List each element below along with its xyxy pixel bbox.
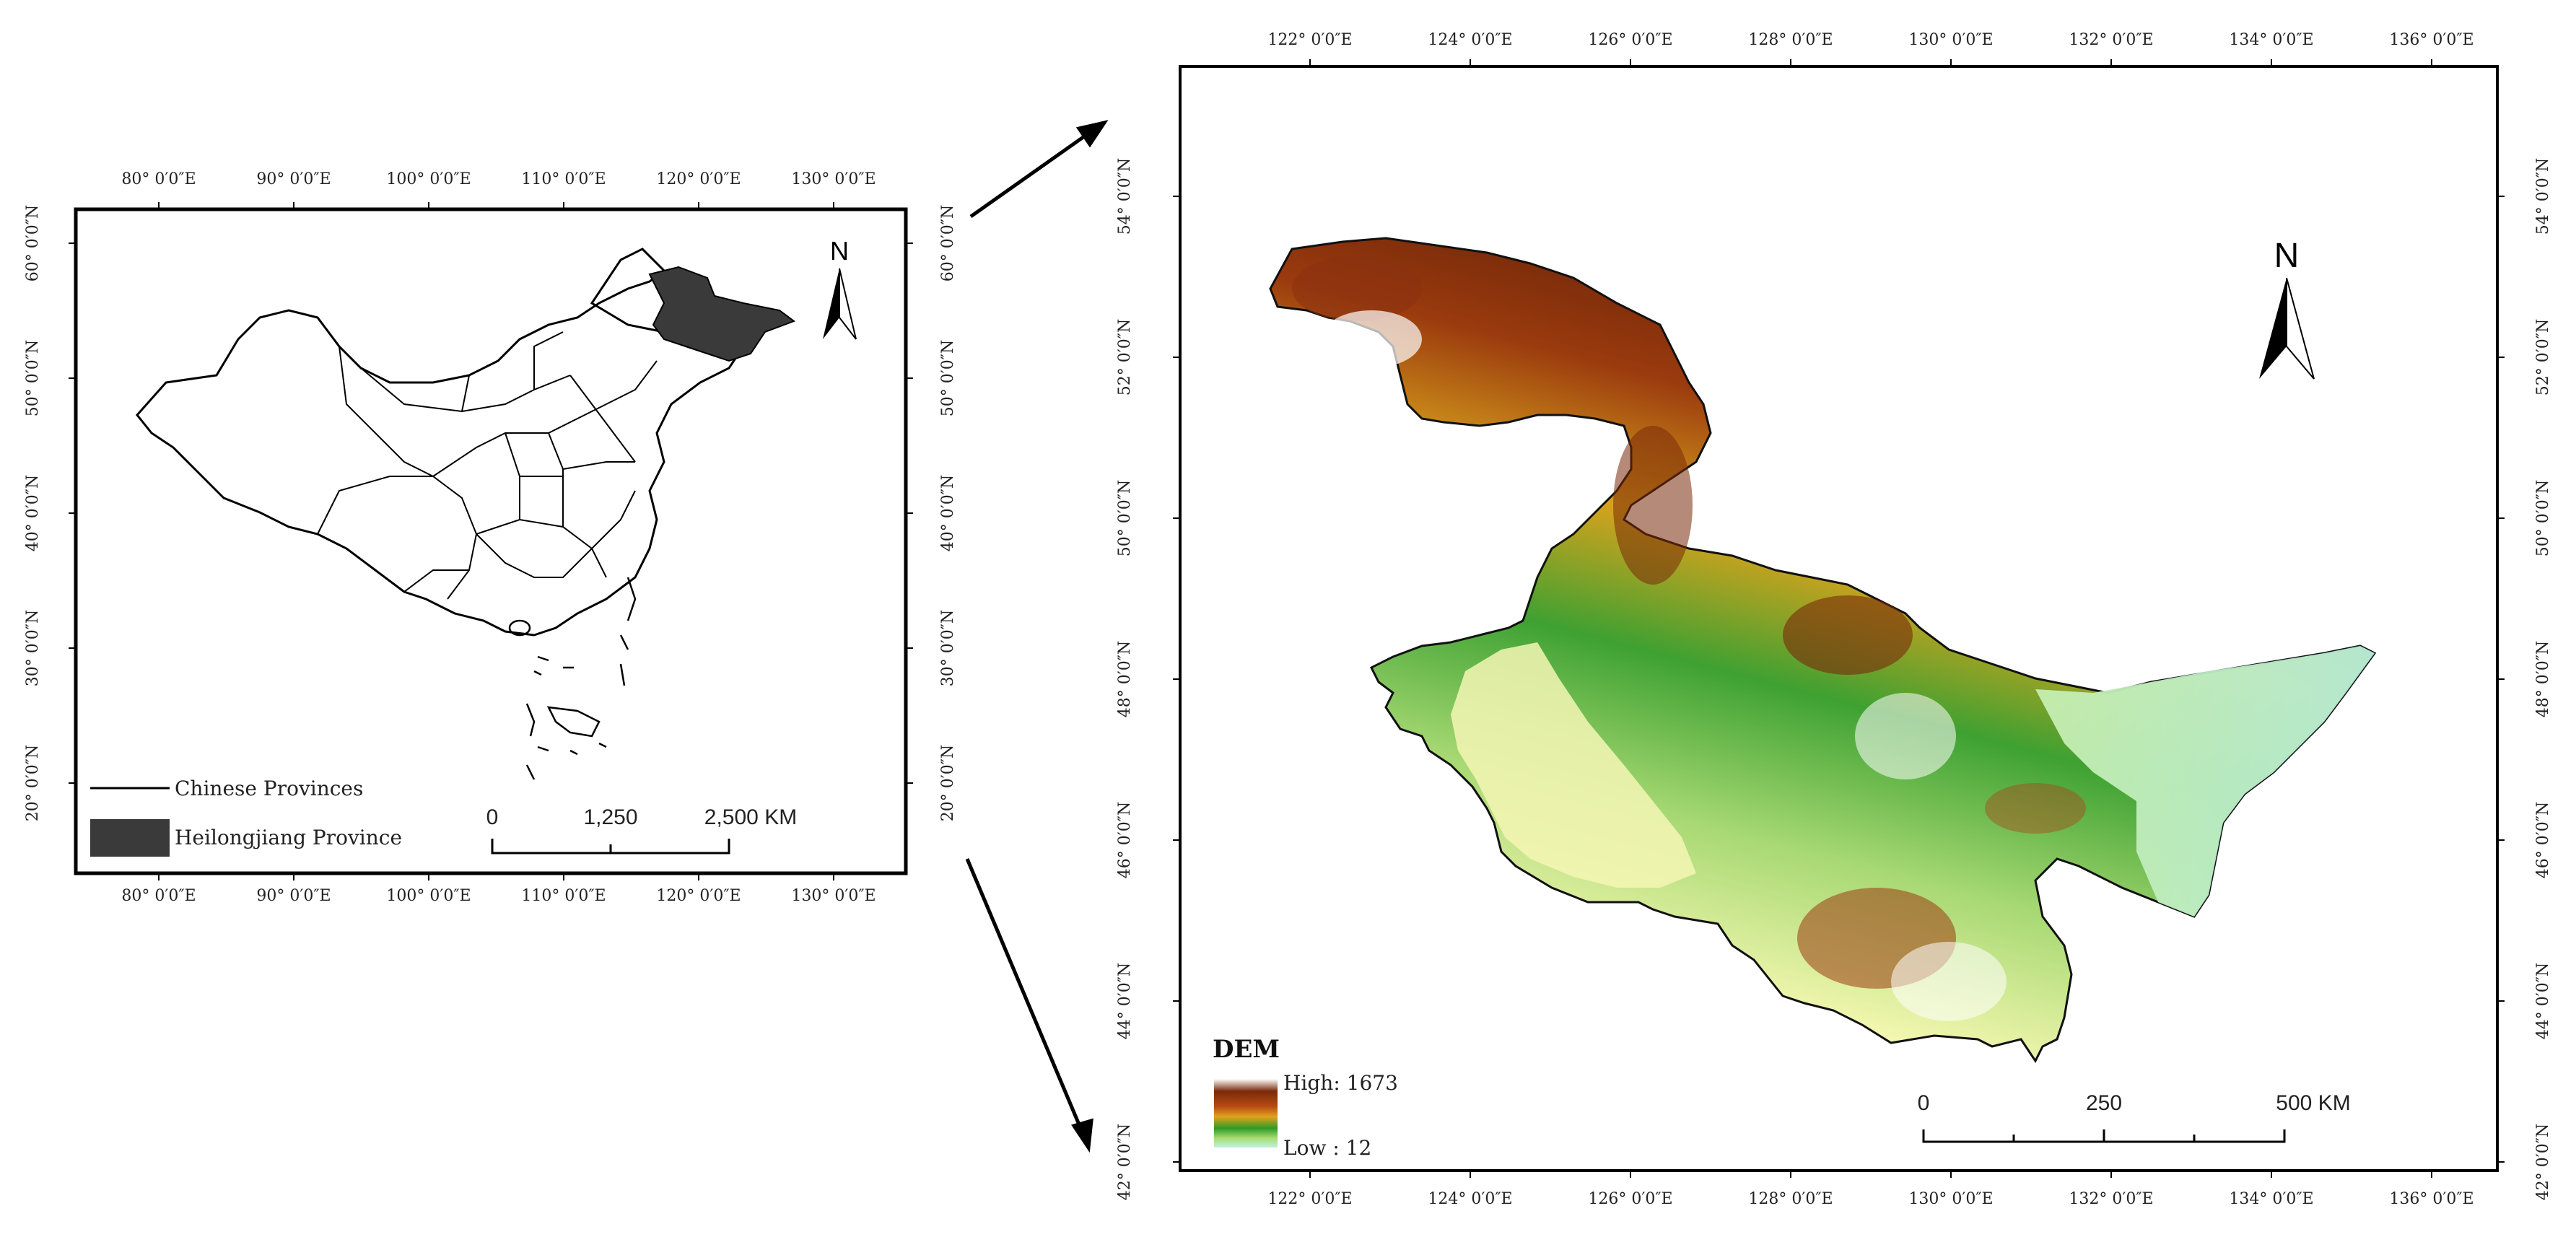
lat-tick-label: 50° 0′0″N xyxy=(24,340,42,416)
south-china-sea-islands xyxy=(508,577,637,780)
lon-tick-label: 122° 0′0″E xyxy=(1267,1190,1352,1208)
overview-scale-bar: 0 1,250 2,500 KM xyxy=(486,805,797,855)
lat-tick-label: 50° 0′0″N xyxy=(939,340,957,416)
lon-tick-label: 126° 0′0″E xyxy=(1588,31,1672,49)
overview-legend: Chinese Provinces Heilongjiang Province xyxy=(90,777,402,857)
lon-tick-label: 120° 0′0″E xyxy=(656,170,741,188)
lon-tick-label: 134° 0′0″E xyxy=(2229,1190,2313,1208)
lat-tick-label: 44° 0′0″N xyxy=(1116,963,1134,1039)
scale-label-end: 2,500 KM xyxy=(704,805,797,829)
detail-lon-labels-bottom: 122° 0′0″E 124° 0′0″E 126° 0′0″E 128° 0′0″E… xyxy=(1267,1171,2474,1208)
overview-north-arrow: N xyxy=(823,236,857,340)
lon-tick-label: 100° 0′0″E xyxy=(386,887,471,905)
lat-tick-label: 20° 0′0″N xyxy=(939,745,957,821)
legend-fill-symbol xyxy=(90,819,170,857)
mountain-relief xyxy=(1292,256,2086,1021)
lon-tick-label: 122° 0′0″E xyxy=(1267,31,1352,49)
lon-tick-label: 136° 0′0″E xyxy=(2389,1190,2474,1208)
lat-tick-label: 60° 0′0″N xyxy=(24,205,42,281)
lon-tick-label: 124° 0′0″E xyxy=(1428,1190,1512,1208)
overview-lat-labels-right: 20° 0′0″N 30° 0′0″N 40° 0′0″N 50° 0′0″N 60° … xyxy=(906,205,957,821)
scale-label-mid: 250 xyxy=(2086,1091,2122,1115)
detail-map: 122° 0′0″E 124° 0′0″E 126° 0′0″E 128° 0′0″E… xyxy=(1116,31,2552,1208)
lat-tick-label: 52° 0′0″N xyxy=(2534,319,2552,395)
dem-high-label: High: 1673 xyxy=(1283,1071,1398,1095)
lat-tick-label: 48° 0′0″N xyxy=(1116,641,1134,717)
lon-tick-label: 110° 0′0″E xyxy=(521,170,606,188)
dem-legend-title: DEM xyxy=(1213,1035,1280,1064)
detail-lat-labels-right: 42° 0′0″N 44° 0′0″N 46° 0′0″N 48° 0′0″N 50° … xyxy=(2497,158,2552,1200)
lon-tick-label: 130° 0′0″E xyxy=(1908,31,1993,49)
legend-label-provinces: Chinese Provinces xyxy=(175,777,363,800)
lat-tick-label: 42° 0′0″N xyxy=(2534,1124,2552,1200)
lat-tick-label: 46° 0′0″N xyxy=(2534,802,2552,878)
lon-tick-label: 128° 0′0″E xyxy=(1748,1190,1833,1208)
dem-color-ramp xyxy=(1214,1079,1278,1148)
lat-tick-label: 54° 0′0″N xyxy=(2534,158,2552,235)
scale-label-0: 0 xyxy=(486,805,499,829)
lon-tick-label: 128° 0′0″E xyxy=(1748,31,1833,49)
lat-tick-label: 54° 0′0″N xyxy=(1116,158,1134,235)
lon-tick-label: 126° 0′0″E xyxy=(1588,1190,1672,1208)
lon-tick-label: 100° 0′0″E xyxy=(386,170,471,188)
lon-tick-label: 130° 0′0″E xyxy=(791,887,876,905)
north-label: N xyxy=(2274,237,2300,275)
lon-tick-label: 134° 0′0″E xyxy=(2229,31,2313,49)
sanjiang-plain xyxy=(2035,646,2375,917)
detail-lon-labels-top: 122° 0′0″E 124° 0′0″E 126° 0′0″E 128° 0′0″E… xyxy=(1267,31,2474,66)
lat-tick-label: 52° 0′0″N xyxy=(1116,319,1134,395)
lat-tick-label: 50° 0′0″N xyxy=(1116,480,1134,556)
songnen-plain xyxy=(1451,642,1696,888)
lon-tick-label: 130° 0′0″E xyxy=(791,170,876,188)
connector-arrows xyxy=(965,120,1109,1153)
lat-tick-label: 30° 0′0″N xyxy=(939,610,957,686)
lat-tick-label: 50° 0′0″N xyxy=(2534,480,2552,556)
lat-tick-label: 42° 0′0″N xyxy=(1116,1124,1134,1200)
dem-low-label: Low : 12 xyxy=(1283,1136,1371,1160)
lon-tick-label: 90° 0′0″E xyxy=(256,887,331,905)
scale-label-end: 500 KM xyxy=(2276,1091,2350,1115)
province-boundaries xyxy=(317,331,658,600)
detail-lat-labels-left: 42° 0′0″N 44° 0′0″N 46° 0′0″N 48° 0′0″N 50° … xyxy=(1116,158,1180,1200)
overview-lon-labels-bottom: 80° 0′0″E 90° 0′0″E 100° 0′0″E 110° 0′0″E 12… xyxy=(121,873,876,905)
lon-tick-label: 132° 0′0″E xyxy=(2069,31,2153,49)
lon-tick-label: 130° 0′0″E xyxy=(1908,1190,1993,1208)
overview-lon-labels-top: 80° 0′0″E 90° 0′0″E 100° 0′0″E 110° 0′0″E 12… xyxy=(121,170,876,209)
lon-tick-label: 110° 0′0″E xyxy=(521,887,606,905)
heilongjiang-highlight xyxy=(648,266,796,362)
detail-north-arrow: N xyxy=(2259,237,2315,380)
north-label: N xyxy=(830,236,849,266)
lat-tick-label: 40° 0′0″N xyxy=(939,475,957,551)
overview-lat-labels-left: 20° 0′0″N 30° 0′0″N 40° 0′0″N 50° 0′0″N 60° … xyxy=(24,205,76,821)
lat-tick-label: 20° 0′0″N xyxy=(24,745,42,821)
scale-label-0: 0 xyxy=(1918,1091,1930,1115)
lat-tick-label: 30° 0′0″N xyxy=(24,610,42,686)
lat-tick-label: 44° 0′0″N xyxy=(2534,963,2552,1039)
lat-tick-label: 48° 0′0″N xyxy=(2534,641,2552,717)
lon-tick-label: 120° 0′0″E xyxy=(656,887,741,905)
lon-tick-label: 136° 0′0″E xyxy=(2389,31,2474,49)
lat-tick-label: 46° 0′0″N xyxy=(1116,802,1134,878)
lon-tick-label: 132° 0′0″E xyxy=(2069,1190,2153,1208)
lat-tick-label: 60° 0′0″N xyxy=(939,205,957,281)
overview-map: 80° 0′0″E 90° 0′0″E 100° 0′0″E 110° 0′0″E 12… xyxy=(24,170,957,905)
dem-legend: DEM High: 1673 Low : 12 xyxy=(1213,1035,1398,1160)
lat-tick-label: 40° 0′0″N xyxy=(24,475,42,551)
lon-tick-label: 124° 0′0″E xyxy=(1428,31,1512,49)
lon-tick-label: 80° 0′0″E xyxy=(121,887,196,905)
lon-tick-label: 80° 0′0″E xyxy=(121,170,196,188)
scale-label-mid: 1,250 xyxy=(583,805,637,829)
detail-scale-bar: 0 250 500 KM xyxy=(1918,1091,2351,1143)
legend-label-heilongjiang: Heilongjiang Province xyxy=(175,826,402,849)
lon-tick-label: 90° 0′0″E xyxy=(256,170,331,188)
